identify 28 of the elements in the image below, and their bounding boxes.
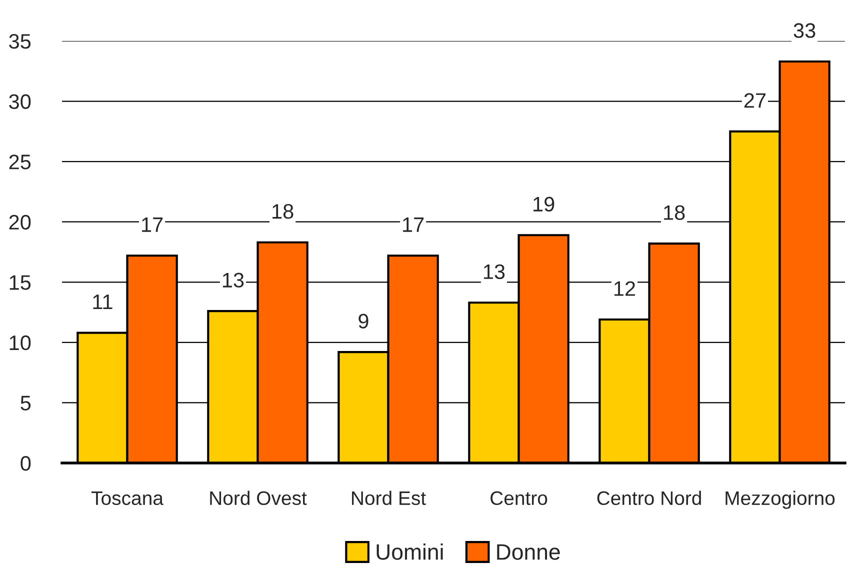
data-label: 13 bbox=[222, 272, 244, 288]
data-label: 17 bbox=[142, 218, 163, 232]
data-label: 33 bbox=[794, 23, 816, 38]
y-tick-label: 30 bbox=[9, 94, 31, 110]
y-tick-label: 0 bbox=[20, 456, 31, 471]
y-tick-label: 5 bbox=[20, 396, 31, 410]
data-label: 27 bbox=[744, 93, 766, 108]
x-tick-label: Mezzogiorno bbox=[726, 490, 835, 509]
x-tick-label: Centro Nord bbox=[597, 490, 701, 506]
y-tick-label: 25 bbox=[9, 154, 31, 170]
data-label: 17 bbox=[403, 218, 424, 232]
data-label: 18 bbox=[272, 204, 294, 219]
data-label: 13 bbox=[484, 264, 505, 280]
x-tick-label: Centro bbox=[490, 491, 548, 506]
x-tick-label: Nord Ovest bbox=[210, 490, 307, 506]
data-label: 18 bbox=[664, 205, 685, 220]
y-tick-label: 20 bbox=[9, 214, 31, 230]
legend-label: Donne bbox=[497, 544, 560, 560]
y-tick-label: 10 bbox=[10, 335, 31, 350]
legend-label: Uomini bbox=[376, 544, 443, 560]
data-label: 19 bbox=[534, 196, 554, 212]
y-tick-label: 35 bbox=[9, 34, 31, 49]
data-label: 9 bbox=[358, 314, 368, 329]
data-label: 11 bbox=[93, 294, 112, 310]
x-tick-label: Nord Est bbox=[352, 490, 426, 506]
y-tick-label: 15 bbox=[10, 275, 31, 290]
x-tick-label: Toscana bbox=[91, 491, 164, 506]
data-label: 12 bbox=[614, 281, 635, 296]
